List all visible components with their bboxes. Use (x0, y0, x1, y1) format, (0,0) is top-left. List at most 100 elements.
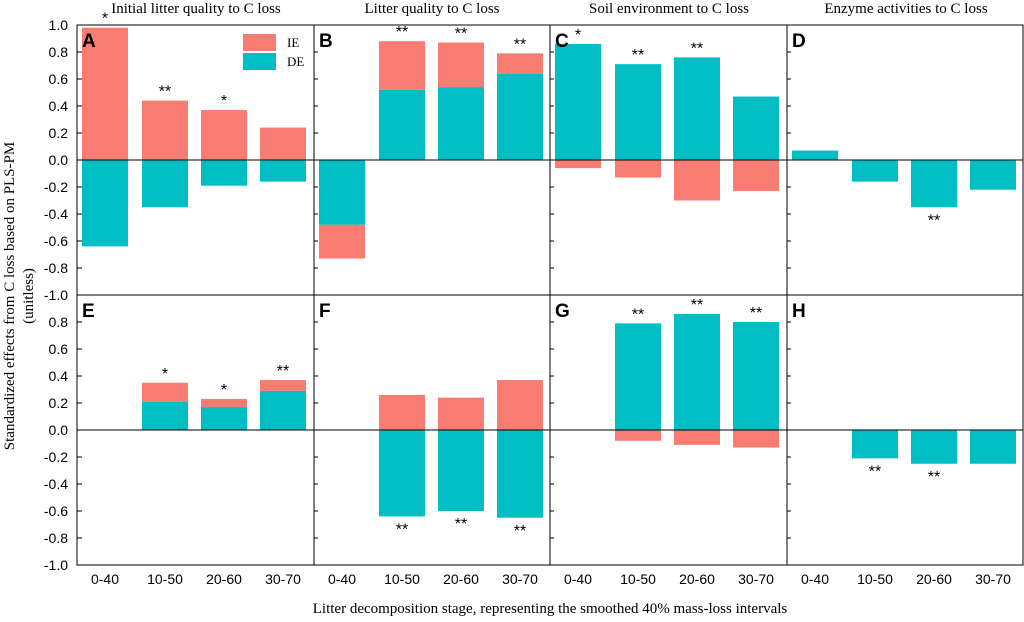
bar-e-de-30-70 (260, 390, 306, 430)
y-tick-label: -1.0 (44, 287, 68, 303)
x-tick-label: 20-60 (206, 571, 242, 587)
panel-h: ** ** H (787, 301, 1023, 486)
bar-g-de-30-70 (733, 322, 779, 430)
bar-b-de-0-40 (319, 160, 365, 225)
y-axis-label-line1: Standardized effects from C loss based o… (2, 142, 18, 450)
significance-b-10-50: ** (396, 24, 408, 41)
bar-c-ie-10-50 (615, 160, 661, 178)
bar-f-ie-10-50 (379, 394, 425, 430)
panel-d: ** D (787, 31, 1023, 229)
panel-letter-d: D (792, 31, 806, 52)
bar-b-ie-20-60 (438, 42, 484, 88)
legend-swatch-ie (243, 34, 276, 51)
y-ticks-group: 1.0 0.8 0.6 0.4 0.2 0.0 -0.2 -0.4 -0.6 -0.8 -1.0 0.… (44, 17, 791, 573)
bar-d-de-0-40 (792, 150, 838, 160)
significance-b-20-60: ** (455, 26, 467, 43)
bar-b-de-20-60 (438, 87, 484, 160)
bar-c-de-10-50 (615, 64, 661, 160)
x-tick-label: 0-40 (801, 571, 829, 587)
x-tick-label: 10-50 (384, 571, 420, 587)
y-tick-label: 0.2 (49, 395, 69, 411)
significance-a-20-60: * (221, 93, 227, 110)
x-tick-label: 20-60 (916, 571, 952, 587)
bar-f-de-20-60 (438, 430, 484, 511)
bar-c-ie-0-40 (555, 160, 601, 169)
x-ticks-group: 0-40 10-50 20-60 30-70 0-40 10-50 20-60 30-70 0-… (91, 571, 1011, 587)
panel-a: ****A (77, 11, 314, 247)
bar-b-ie-30-70 (497, 53, 543, 74)
bar-a-de-10-50 (142, 160, 188, 208)
significance-g-10-50: ** (632, 306, 644, 323)
x-axis-label: Litter decomposition stage, representing… (313, 601, 788, 617)
column-title-4: Enzyme activities to C loss (824, 1, 987, 17)
panels-group: ****A ** ****B *** **C**D****E** ** **F **** **G… (77, 11, 1023, 540)
bar-c-de-20-60 (674, 57, 720, 160)
bar-h-de-20-60 (911, 430, 957, 464)
y-tick-label: 0.8 (49, 44, 69, 60)
bar-a-de-20-60 (201, 160, 247, 186)
bar-d-de-20-60 (911, 160, 957, 208)
significance-g-20-60: ** (691, 297, 703, 314)
y-tick-label: -0.4 (44, 476, 68, 492)
x-tick-label: 20-60 (679, 571, 715, 587)
bar-h-de-30-70 (970, 430, 1016, 464)
panel-letter-g: G (555, 301, 570, 322)
x-tick-label: 20-60 (443, 571, 479, 587)
y-tick-label: -0.2 (44, 449, 68, 465)
bar-f-de-30-70 (497, 430, 543, 518)
y-tick-label: -1.0 (44, 557, 68, 573)
x-tick-label: 0-40 (564, 571, 592, 587)
y-tick-label: -0.4 (44, 206, 68, 222)
bar-c-ie-20-60 (674, 160, 720, 201)
panel-letter-e: E (82, 301, 95, 322)
x-tick-label: 0-40 (328, 571, 356, 587)
bar-g-de-20-60 (674, 313, 720, 430)
bar-b-ie-10-50 (379, 41, 425, 90)
bar-g-ie-30-70 (733, 430, 779, 448)
panel-f: ** ** ** F (314, 301, 550, 540)
y-tick-label: -0.6 (44, 233, 68, 249)
column-title-3: Soil environment to C loss (589, 1, 749, 17)
y-tick-label: 0.0 (49, 422, 69, 438)
panel-letter-c: C (555, 31, 569, 52)
significance-b-30-70: ** (514, 36, 526, 53)
y-tick-label: 0.4 (49, 368, 69, 384)
panel-letter-b: B (319, 31, 333, 52)
bar-e-de-10-50 (142, 401, 188, 430)
bar-f-ie-30-70 (497, 380, 543, 430)
significance-f-30-70: ** (514, 523, 526, 540)
x-tick-label: 30-70 (738, 571, 774, 587)
bar-e-ie-10-50 (142, 382, 188, 402)
significance-c-0-40: * (575, 27, 581, 44)
x-tick-label: 30-70 (975, 571, 1011, 587)
significance-h-10-50: ** (869, 463, 881, 480)
significance-c-20-60: ** (691, 40, 703, 57)
y-tick-label: 0.0 (49, 152, 69, 168)
y-tick-label: 0.4 (49, 98, 69, 114)
bar-a-de-0-40 (82, 160, 128, 247)
legend-label-ie: IE (287, 35, 299, 50)
bar-f-de-10-50 (379, 430, 425, 517)
y-tick-label: -0.2 (44, 179, 68, 195)
significance-f-20-60: ** (455, 516, 467, 533)
bar-a-ie-30-70 (260, 127, 306, 160)
panel-letter-a: A (82, 31, 96, 52)
column-title-2: Litter quality to C loss (365, 1, 500, 17)
x-tick-label: 30-70 (265, 571, 301, 587)
y-tick-label: 0.2 (49, 125, 69, 141)
bar-a-ie-20-60 (201, 110, 247, 160)
x-tick-label: 10-50 (620, 571, 656, 587)
significance-e-30-70: ** (277, 363, 289, 380)
significance-h-20-60: ** (928, 469, 940, 486)
y-tick-label: -0.6 (44, 503, 68, 519)
bar-b-de-10-50 (379, 89, 425, 160)
bar-a-de-30-70 (260, 160, 306, 182)
bar-g-ie-10-50 (615, 430, 661, 441)
bar-e-de-20-60 (201, 407, 247, 430)
significance-g-30-70: ** (750, 305, 762, 322)
bar-a-ie-10-50 (142, 100, 188, 160)
panel-letter-h: H (792, 301, 806, 322)
significance-d-20-60: ** (928, 212, 940, 229)
x-tick-label: 10-50 (147, 571, 183, 587)
